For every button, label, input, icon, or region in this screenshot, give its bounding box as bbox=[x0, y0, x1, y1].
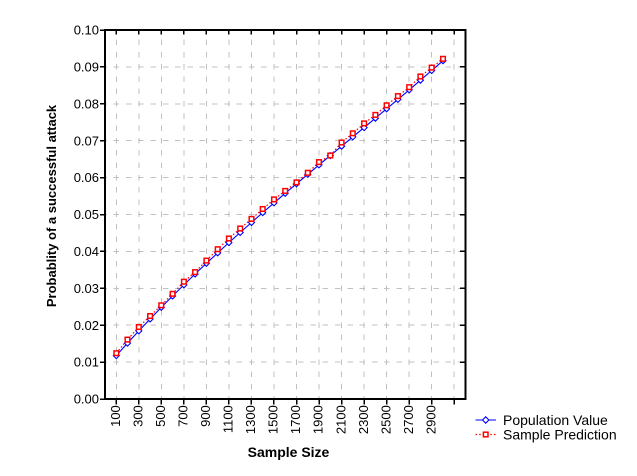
svg-text:2300: 2300 bbox=[356, 405, 371, 434]
svg-text:1300: 1300 bbox=[243, 405, 258, 434]
svg-text:0.10: 0.10 bbox=[74, 23, 99, 38]
svg-text:0.08: 0.08 bbox=[74, 96, 99, 111]
svg-text:500: 500 bbox=[153, 405, 168, 427]
svg-text:2100: 2100 bbox=[333, 405, 348, 434]
svg-text:1900: 1900 bbox=[311, 405, 326, 434]
svg-text:0.05: 0.05 bbox=[74, 207, 99, 222]
svg-text:0.00: 0.00 bbox=[74, 392, 99, 407]
svg-text:300: 300 bbox=[131, 405, 146, 427]
svg-text:Probablity of a successful att: Probablity of a successful attack bbox=[44, 104, 59, 307]
svg-text:0.01: 0.01 bbox=[74, 355, 99, 370]
svg-text:1500: 1500 bbox=[266, 405, 281, 434]
svg-text:Sample Size: Sample Size bbox=[248, 444, 330, 460]
svg-text:900: 900 bbox=[198, 405, 213, 427]
svg-text:0.04: 0.04 bbox=[74, 244, 99, 259]
svg-text:Population Value: Population Value bbox=[503, 412, 608, 428]
svg-text:0.03: 0.03 bbox=[74, 281, 99, 296]
svg-text:Sample Prediction: Sample Prediction bbox=[503, 427, 617, 443]
svg-text:2700: 2700 bbox=[401, 405, 416, 434]
svg-text:1700: 1700 bbox=[288, 405, 303, 434]
svg-text:0.07: 0.07 bbox=[74, 133, 99, 148]
svg-text:100: 100 bbox=[108, 405, 123, 427]
svg-text:700: 700 bbox=[176, 405, 191, 427]
svg-text:2500: 2500 bbox=[378, 405, 393, 434]
svg-text:1100: 1100 bbox=[221, 405, 236, 433]
svg-text:0.06: 0.06 bbox=[74, 170, 99, 185]
svg-text:0.02: 0.02 bbox=[74, 318, 99, 333]
svg-text:0.09: 0.09 bbox=[74, 60, 99, 75]
svg-text:2900: 2900 bbox=[423, 405, 438, 434]
